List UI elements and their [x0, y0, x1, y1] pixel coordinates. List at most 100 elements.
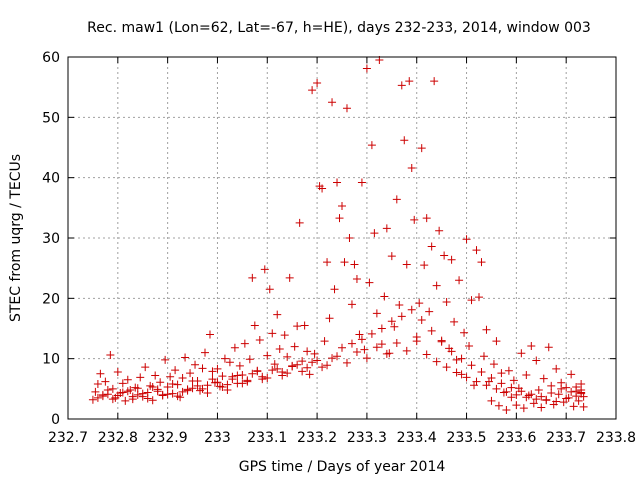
x-axis-label: GPS time / Days of year 2014	[239, 459, 446, 475]
data-point	[342, 358, 351, 367]
data-point	[405, 77, 414, 86]
data-point	[552, 364, 561, 373]
data-point	[539, 374, 548, 383]
data-point	[387, 317, 396, 326]
data-point	[163, 390, 172, 399]
data-point	[258, 375, 267, 384]
data-point	[123, 375, 132, 384]
x-tick-label: 233.3	[347, 430, 387, 446]
data-point	[370, 229, 379, 238]
y-tick-label: 0	[51, 412, 60, 428]
data-point	[218, 372, 227, 381]
data-point	[161, 355, 170, 364]
data-point	[387, 252, 396, 261]
data-point	[522, 393, 531, 402]
data-point	[489, 360, 498, 369]
data-point	[255, 335, 264, 344]
data-point	[579, 402, 588, 411]
data-point	[519, 404, 528, 413]
data-point	[562, 383, 571, 392]
data-point	[303, 363, 312, 372]
data-point	[547, 389, 556, 398]
data-point	[268, 366, 277, 375]
x-tick-label: 232.9	[148, 430, 188, 446]
data-point	[113, 391, 122, 400]
y-tick-label: 30	[42, 231, 60, 247]
data-point	[93, 380, 102, 389]
data-point	[395, 300, 404, 309]
data-point	[153, 385, 162, 394]
data-point	[450, 317, 459, 326]
data-point	[328, 354, 337, 363]
data-point	[248, 369, 257, 378]
data-point	[163, 383, 172, 392]
data-point	[457, 354, 466, 363]
data-point	[278, 371, 287, 380]
data-point	[178, 387, 187, 396]
data-point	[263, 373, 272, 382]
data-point	[492, 384, 501, 393]
data-point	[417, 144, 426, 153]
data-point	[118, 379, 127, 388]
data-point	[123, 387, 132, 396]
data-point	[181, 353, 190, 362]
data-point	[198, 364, 207, 373]
data-point	[243, 376, 252, 385]
data-point	[572, 392, 581, 401]
data-point	[128, 392, 137, 401]
data-point	[313, 356, 322, 365]
data-point	[280, 331, 289, 340]
data-point	[494, 401, 503, 410]
data-point	[136, 373, 145, 382]
data-point	[460, 328, 469, 337]
data-point	[333, 352, 342, 361]
data-point	[435, 226, 444, 235]
data-point	[218, 383, 227, 392]
data-point	[407, 305, 416, 314]
data-point	[148, 383, 157, 392]
data-point	[462, 235, 471, 244]
data-point	[392, 338, 401, 347]
data-point	[138, 389, 147, 398]
data-point	[113, 367, 122, 376]
data-point	[141, 363, 150, 372]
data-point	[223, 380, 232, 389]
data-point	[547, 381, 556, 390]
data-point	[310, 349, 319, 358]
data-point	[390, 322, 399, 331]
data-point	[230, 343, 239, 352]
data-point	[298, 367, 307, 376]
data-point	[303, 347, 312, 356]
data-point	[402, 260, 411, 269]
data-point	[347, 339, 356, 348]
data-point	[173, 392, 182, 401]
data-point	[325, 314, 334, 323]
y-tick-label: 40	[42, 171, 60, 187]
data-point	[260, 265, 269, 274]
data-point	[357, 178, 366, 187]
data-point	[372, 309, 381, 318]
data-point	[467, 296, 476, 305]
data-point	[213, 364, 222, 373]
data-point	[362, 64, 371, 73]
data-point	[220, 354, 229, 363]
data-point	[273, 310, 282, 319]
data-point	[447, 347, 456, 356]
data-point	[313, 78, 322, 87]
data-point	[338, 202, 346, 211]
data-point	[422, 214, 431, 223]
data-point	[323, 258, 332, 267]
data-point	[143, 394, 152, 403]
data-point	[527, 341, 536, 350]
data-point	[340, 258, 349, 267]
data-point	[186, 369, 195, 378]
data-point	[479, 352, 488, 361]
data-point	[437, 337, 446, 346]
data-point	[191, 360, 200, 369]
data-point	[283, 352, 292, 361]
data-point	[372, 343, 381, 352]
data-point	[201, 348, 209, 357]
data-point	[268, 329, 277, 338]
data-point	[382, 349, 391, 358]
